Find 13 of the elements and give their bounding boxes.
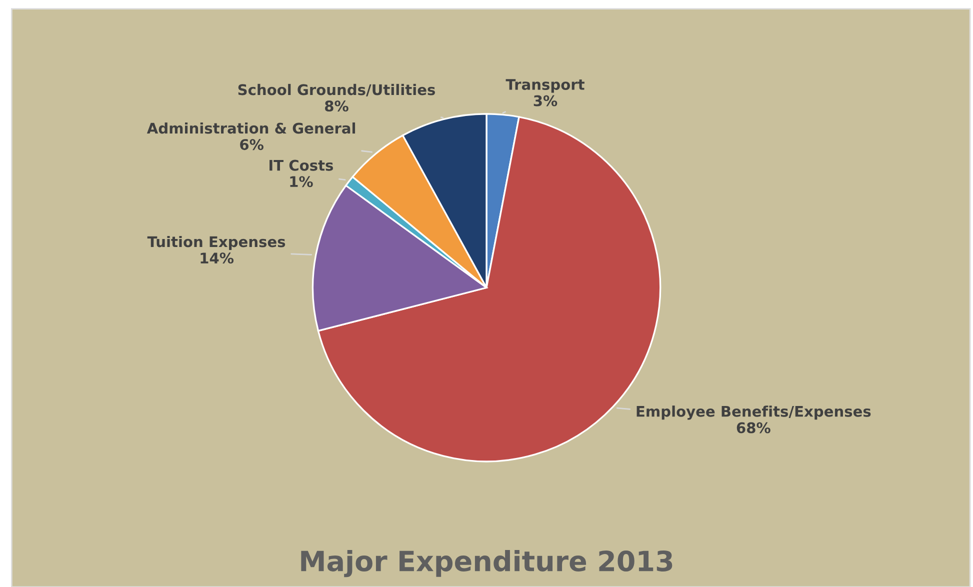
slice-label: Transport xyxy=(506,79,584,93)
data-label: 1% xyxy=(290,176,313,188)
data-label: 8% xyxy=(325,100,348,112)
data-label: 14% xyxy=(200,252,234,264)
slice-label: Tuition Expenses xyxy=(147,236,286,250)
slice-label: IT Costs xyxy=(270,160,334,171)
slice-label: School Grounds/Utilities xyxy=(238,84,435,96)
data-label: 3% xyxy=(534,95,558,106)
data-label: 68% xyxy=(736,422,770,434)
data-label: 6% xyxy=(240,139,264,150)
slice-label: Administration & General xyxy=(146,122,356,134)
slice-label: Employee Benefits/Expenses xyxy=(636,406,871,420)
text: Major Expenditure 2013 xyxy=(301,550,672,578)
